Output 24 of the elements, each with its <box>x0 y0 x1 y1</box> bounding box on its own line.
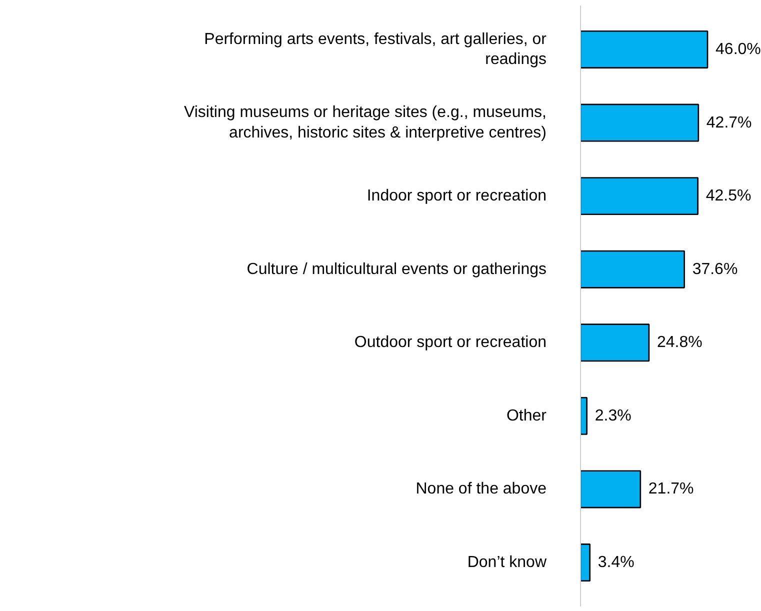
y-tick-label: Outdoor sport or recreation <box>354 334 546 352</box>
bar <box>580 470 642 508</box>
data-label: 24.8% <box>656 334 702 352</box>
y-tick-label: Don’t know <box>467 554 547 572</box>
y-tick-label: Culture / multicultural events or gatherings <box>246 260 547 278</box>
y-tick-label: Performing arts events, festivals, art galleries, or readings <box>204 30 548 68</box>
data-label: 37.6% <box>692 260 738 278</box>
y-tick-label: Other <box>506 407 548 424</box>
data-label: 42.5% <box>706 188 752 205</box>
data-label: 46.0% <box>716 40 761 58</box>
y-tick-label: None of the above <box>416 480 547 498</box>
data-label: 2.3% <box>594 407 632 424</box>
bar <box>580 104 700 142</box>
bar <box>580 177 699 216</box>
data-label: 42.7% <box>706 114 752 132</box>
data-label: 21.7% <box>648 480 694 498</box>
y-tick-label: Indoor sport or recreation <box>366 188 547 205</box>
bar <box>580 250 685 288</box>
data-label: 3.4% <box>598 554 634 572</box>
y-tick-label: Visiting museums or heritage sites (e.g., museums, archives, historic sites & interpretive centres) <box>184 104 547 142</box>
bar <box>580 544 591 582</box>
bar <box>580 396 588 435</box>
bar <box>580 324 650 362</box>
bar <box>580 30 708 68</box>
